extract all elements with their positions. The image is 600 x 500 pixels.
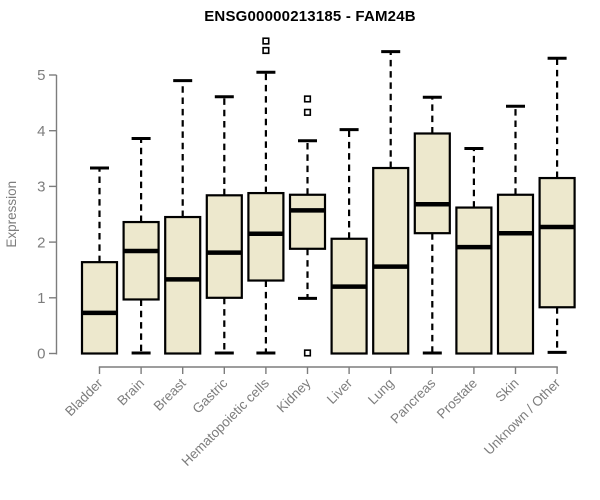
box-rect [80,261,119,355]
box-rect [455,206,493,355]
box-rect [538,176,576,309]
box-rect [372,166,410,355]
box-group-unknown-other [538,56,576,354]
outlier-point [303,349,312,357]
y-axis-title: Expression [4,181,19,248]
box-rect [122,220,160,301]
box-rect [413,132,451,235]
x-tick-label: Lung [365,376,397,408]
box-group-bladder [80,166,119,355]
outlier-point [262,46,270,55]
box-rect [288,193,327,250]
box-group-brain [122,136,160,355]
box-rect [164,215,202,355]
x-tick-label: Unknown / Other [481,375,564,458]
outlier-point [303,108,312,116]
y-tick-label: 5 [37,67,45,84]
box-rect [247,191,285,282]
y-tick-label: 0 [37,346,45,363]
box-group-lung [372,50,410,355]
box-group-skin [496,104,535,355]
x-tick-label: Bladder [62,375,106,419]
x-tick-label: Skin [492,376,521,405]
x-tick-label: Liver [324,375,356,407]
y-tick-label: 1 [37,290,45,307]
outlier-point [262,37,270,45]
box-group-breast [164,79,202,355]
x-tick-label: Breast [151,375,189,413]
x-tick-label: Kidney [274,375,314,415]
y-tick-label: 3 [37,179,45,196]
x-tick-label: Pancreas [387,375,438,426]
y-tick-label: 4 [37,123,45,140]
outlier-point [303,95,312,103]
x-tick-label: Gastric [190,375,231,416]
x-tick-label: Prostate [434,376,480,422]
box-group-gastric [205,95,243,355]
y-tick-label: 2 [37,234,45,251]
x-tick-label: Brain [114,376,147,409]
chart-title: ENSG00000213185 - FAM24B [204,8,416,25]
box-group-pancreas [413,95,451,355]
box-group-prostate [455,147,493,355]
box-rect [496,193,535,355]
box-rect [205,194,243,299]
box-rect [330,237,368,355]
box-group-liver [330,128,368,355]
box-group-hematopoietic-cells [247,37,285,355]
box-group-kidney [288,95,327,357]
